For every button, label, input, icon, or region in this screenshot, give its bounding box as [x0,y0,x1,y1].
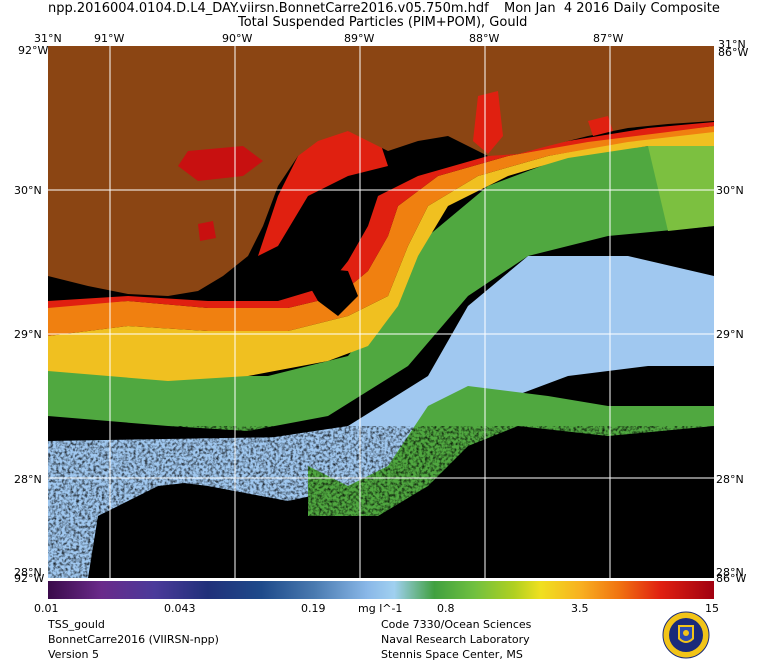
footer-location: Stennis Space Center, MS [381,648,523,661]
corner-lon-bottom-left: 92°W [14,572,45,585]
corner-lat-bottom-left: 28°N [14,566,42,579]
footer-lab: Naval Research Laboratory [381,633,530,646]
lon-label-87w: 87°W [593,32,624,45]
lat-label-29n-right: 29°N [716,328,744,341]
colorbar-units: mg l^-1 [358,602,403,615]
lon-label-88w: 88°W [469,32,500,45]
colorbar-tick-4: 3.5 [571,602,589,615]
corner-lat-top-left: 31°N [34,32,62,45]
tss-map [48,46,714,578]
nrl-seal-icon [662,611,710,659]
corner-lat-bottom-right: 28°N [716,566,744,579]
product-title: Total Suspended Particles (PIM+POM), Gou… [238,15,528,30]
footer-product: TSS_gould [48,618,105,631]
lat-label-28n-left: 28°N [14,473,42,486]
footer-code: Code 7330/Ocean Sciences [381,618,532,631]
lon-label-91w: 91°W [94,32,125,45]
date-title: Mon Jan 4 2016 Daily Composite [504,1,720,16]
map-image [48,46,714,578]
lat-label-29n-left: 29°N [14,328,42,341]
footer-dataset: BonnetCarre2016 (VIIRSN-npp) [48,633,219,646]
colorbar-tick-1: 0.043 [164,602,196,615]
lat-label-30n-left: 30°N [14,184,42,197]
footer-right: Code 7330/Ocean Sciences Naval Research … [381,617,531,662]
corner-lon-bottom-right: 86°W [716,572,747,585]
colorbar-tick-3: 0.8 [437,602,455,615]
corner-lat-top-right: 31°N [718,38,746,51]
colorbar-tick-0: 0.01 [34,602,59,615]
colorbar-tick-2: 0.19 [301,602,326,615]
colorbar [48,581,714,599]
lat-label-28n-right: 28°N [716,473,744,486]
lat-label-30n-right: 30°N [716,184,744,197]
lon-label-90w: 90°W [222,32,253,45]
footer-left: TSS_gould BonnetCarre2016 (VIIRSN-npp) V… [48,617,219,662]
colorbar-tick-5: 15 [705,602,719,615]
file-name-title: npp.2016004.0104.D.L4_DAY.viirsn.BonnetC… [48,1,489,16]
footer-version: Version 5 [48,648,99,661]
lon-label-89w: 89°W [344,32,375,45]
corner-lon-top-left: 92°W [18,44,49,57]
corner-lon-top-right: 86°W [718,46,749,59]
